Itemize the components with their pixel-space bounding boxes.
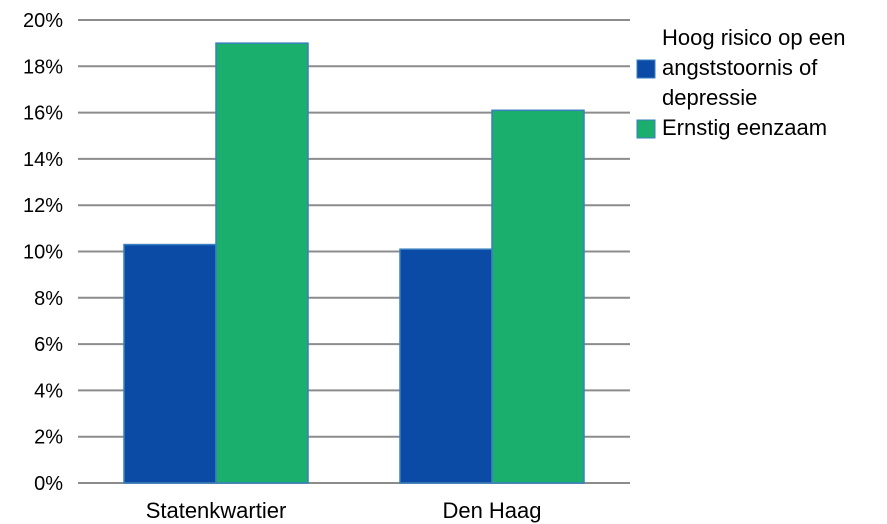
y-tick-label: 18% — [23, 56, 63, 78]
y-tick-label: 2% — [34, 427, 63, 449]
x-axis-category-labels: Statenkwartier Den Haag — [146, 498, 542, 523]
y-tick-label: 0% — [34, 473, 63, 495]
legend-label: Ernstig eenzaam — [662, 115, 827, 140]
legend-label: Hoog risico op een — [662, 25, 845, 50]
x-category-label: Statenkwartier — [146, 498, 287, 523]
y-tick-label: 12% — [23, 195, 63, 217]
y-tick-label: 4% — [34, 380, 63, 402]
legend-swatch — [636, 119, 656, 139]
legend-label: depressie — [662, 85, 757, 110]
legend-label: angststoornis of — [662, 55, 818, 80]
legend: Hoog risico op een angststoornis of depres… — [636, 25, 845, 140]
bar-risk-1 — [399, 248, 493, 484]
y-tick-label: 14% — [23, 149, 63, 171]
y-tick-label: 6% — [34, 334, 63, 356]
y-tick-label: 16% — [23, 103, 63, 125]
y-tick-label: 8% — [34, 288, 63, 310]
bar-risk-0 — [123, 243, 217, 484]
bar-lonely-1 — [491, 109, 585, 484]
y-tick-label: 10% — [23, 242, 63, 264]
y-tick-label: 20% — [23, 10, 63, 32]
x-category-label: Den Haag — [442, 498, 541, 523]
bars — [123, 42, 585, 484]
bar-lonely-0 — [215, 42, 309, 484]
y-axis-tick-labels: 0% 2% 4% 6% 8% 10% 12% 14% 16% 18% 20% — [23, 10, 63, 495]
legend-swatch — [636, 59, 656, 79]
